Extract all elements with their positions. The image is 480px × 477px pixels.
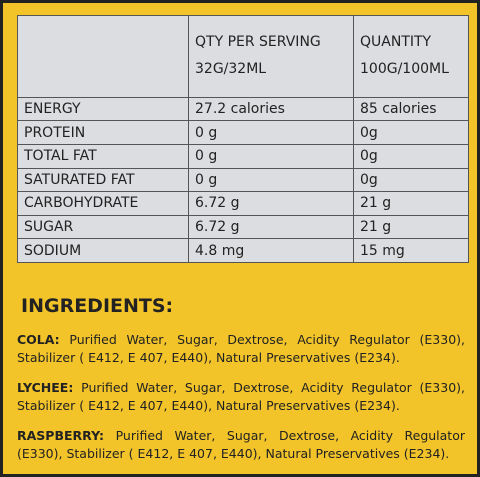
ingredients-title: INGREDIENTS:: [21, 295, 174, 317]
table-row: SODIUM 4.8 mg 15 mg: [17, 238, 469, 263]
header-cell: [17, 15, 189, 98]
table-row: PROTEIN 0 g 0g: [17, 120, 469, 146]
header-text: QTY PER SERVING: [195, 34, 321, 51]
header-cell: QUANTITY 100G/100ML: [353, 15, 469, 98]
table-cell: 27.2 calories: [188, 96, 354, 122]
header-text: 100G/100ML: [360, 61, 449, 78]
table-cell: CARBOHYDRATE: [17, 191, 189, 216]
ingredient-text: Purified Water, Sugar, Dextrose, Acidity…: [17, 332, 466, 365]
table-row: SATURATED FAT 0 g 0g: [17, 167, 469, 193]
ingredient-item: LYCHEE: Purified Water, Sugar, Dextrose,…: [17, 379, 465, 415]
nutrition-table: QTY PER SERVING 32G/32ML QUANTITY 100G/100…: [17, 15, 469, 263]
table-cell: 85 calories: [353, 96, 469, 122]
table-cell: 0g: [353, 144, 469, 169]
ingredients: INGREDIENTS: COLA: Purified Water, Sugar…: [17, 295, 465, 475]
table-row: ENERGY 27.2 calories 85 calories: [17, 96, 469, 122]
table-cell: ENERGY: [17, 96, 189, 122]
ingredient-text: Purified Water, Sugar, Dextrose, Acidity…: [17, 428, 465, 461]
table-cell: SATURATED FAT: [17, 167, 189, 193]
table-cell: TOTAL FAT: [17, 144, 189, 169]
ingredient-text: Purified Water, Sugar, Dextrose, Acidity…: [17, 380, 466, 413]
table-cell: 4.8 mg: [188, 238, 354, 263]
header-text: 32G/32ML: [195, 61, 267, 78]
ingredient-item: RASPBERRY: Purified Water, Sugar, Dextro…: [17, 427, 465, 463]
table-row: CARBOHYDRATE 6.72 g 21 g: [17, 191, 469, 216]
header-row: QTY PER SERVING 32G/32ML QUANTITY 100G/100…: [17, 15, 469, 98]
ingredient-item: COLA: Purified Water, Sugar, Dextrose, A…: [17, 331, 465, 367]
table-cell: 15 mg: [353, 238, 469, 263]
ingredient-name: RASPBERRY:: [17, 428, 105, 443]
table-cell: 0 g: [188, 144, 354, 169]
table-cell: PROTEIN: [17, 120, 189, 146]
table-body: ENERGY 27.2 calories 85 calories PROTEIN 0 g…: [17, 96, 469, 263]
ingredient-list: COLA: Purified Water, Sugar, Dextrose, A…: [17, 331, 465, 463]
table-cell: SUGAR: [17, 214, 189, 240]
table-cell: 21 g: [353, 214, 469, 240]
table-cell: 0g: [353, 120, 469, 146]
table-row: SUGAR 6.72 g 21 g: [17, 214, 469, 240]
table-cell: 6.72 g: [188, 214, 354, 240]
ingredient-name: LYCHEE:: [17, 380, 74, 395]
table-row: TOTAL FAT 0 g 0g: [17, 144, 469, 169]
table-cell: 0g: [353, 167, 469, 193]
table-cell: 0 g: [188, 120, 354, 146]
table: QTY PER SERVING 32G/32ML QUANTITY 100G/100…: [17, 15, 469, 263]
ingredient-name: COLA:: [17, 332, 60, 347]
table-cell: SODIUM: [17, 238, 189, 263]
table-cell: 0 g: [188, 167, 354, 193]
header-cell: QTY PER SERVING 32G/32ML: [188, 15, 354, 98]
table-cell: 21 g: [353, 191, 469, 216]
header-text: QUANTITY: [360, 34, 432, 51]
table-cell: 6.72 g: [188, 191, 354, 216]
